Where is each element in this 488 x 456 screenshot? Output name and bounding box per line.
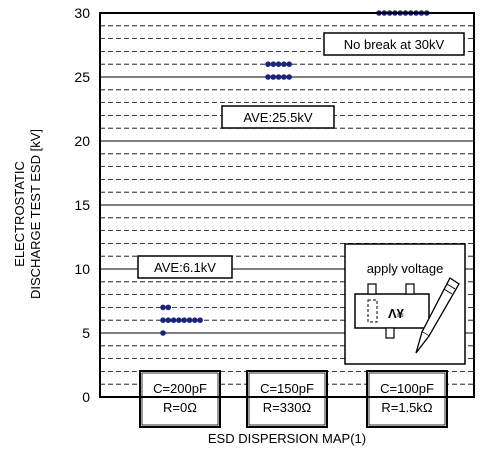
annotation-box: [221, 105, 335, 129]
condition-resistance: R=0Ω: [163, 400, 197, 415]
annotation-box: [137, 255, 233, 279]
condition-box: [246, 370, 328, 428]
condition-resistance: R=330Ω: [263, 400, 312, 415]
y-tick-label: 10: [74, 261, 90, 277]
chip-marking: Λ¥: [388, 306, 405, 321]
condition-box-inner: [141, 372, 219, 426]
data-point: [160, 304, 166, 311]
chip-lead: [385, 327, 395, 339]
condition-capacitance: C=100pF: [380, 381, 434, 396]
data-point: [160, 330, 166, 336]
data-point: [176, 317, 182, 324]
y-tick-label: 15: [74, 197, 90, 213]
data-point: [265, 74, 271, 80]
condition-box: [366, 370, 448, 428]
probe-tip: [415, 331, 430, 354]
probe-band: [446, 283, 456, 290]
y-tick-label: 30: [74, 5, 90, 21]
data-point: [270, 61, 277, 67]
data-point: [186, 317, 193, 324]
data-point: [281, 74, 287, 80]
annotation-box: [323, 32, 465, 56]
condition-box-inner: [368, 372, 446, 426]
y-axis-ticks: 0 5 10 15 20 25 30: [74, 5, 90, 405]
chip-lead: [405, 283, 415, 295]
y-tick-label: 25: [74, 69, 90, 85]
probe-band: [443, 288, 453, 295]
data-point: [192, 317, 198, 324]
data-point: [275, 61, 282, 67]
inset-label: apply voltage: [367, 261, 444, 276]
data-point: [275, 74, 282, 80]
data-point: [265, 61, 271, 67]
plot-frame: [99, 12, 475, 398]
data-point: [170, 317, 177, 324]
chip-lead: [367, 283, 377, 295]
annotations: AVE:6.1kV AVE:25.5kV No break at 30kV: [137, 32, 465, 279]
y-tick-label: 20: [74, 133, 90, 149]
annotation-text: AVE:6.1kV: [154, 260, 216, 275]
y-axis-label-line-2: DISCHARGE TEST ESD [kV]: [28, 129, 43, 299]
data-point: [165, 317, 172, 324]
condition-resistance: R=1.5kΩ: [381, 400, 433, 415]
y-axis-label-line-1: ELECTROSTATIC: [12, 161, 27, 267]
data-point: [165, 304, 172, 311]
data-point: [181, 317, 187, 324]
chip-pad-marker: [367, 299, 378, 323]
annotation-text: AVE:25.5kV: [243, 110, 312, 125]
y-tick-label: 5: [82, 325, 90, 341]
condition-boxes: C=200pF R=0Ω C=150pF R=330Ω C=100pF R=1.5kΩ: [139, 370, 448, 428]
annotation-text: No break at 30kV: [344, 37, 445, 52]
chip-body: [354, 293, 430, 329]
data-point: [197, 317, 203, 324]
data-point: [160, 317, 166, 324]
condition-box-inner: [248, 372, 326, 426]
data-point: [286, 74, 293, 80]
y-tick-label: 0: [82, 389, 90, 405]
data-point: [270, 74, 277, 80]
x-axis-label: ESD DISPERSION MAP(1): [208, 431, 366, 446]
condition-box: [139, 370, 221, 428]
condition-capacitance: C=150pF: [260, 381, 314, 396]
data-point: [281, 61, 287, 67]
condition-capacitance: C=200pF: [153, 381, 207, 396]
data-point: [286, 61, 293, 67]
apply-voltage-inset: apply voltage Λ¥: [344, 243, 466, 365]
